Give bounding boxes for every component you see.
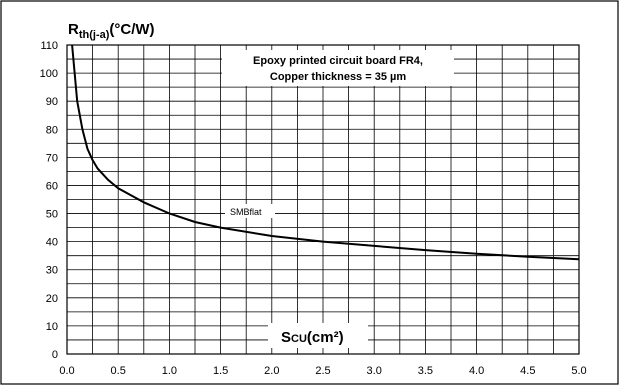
x-axis-label-unit: (cm²) [307,329,344,346]
y-axis-label-unit: (°C/W) [109,21,154,38]
x-tick-label: 5.0 [571,365,586,377]
x-axis-label: SCU(cm²) [281,329,344,346]
x-tick-label: 0.0 [59,365,74,377]
grid [67,45,579,354]
x-tick-label: 2.5 [315,365,330,377]
y-axis-label-main: R [68,21,79,38]
x-tick-label: 3.0 [367,365,382,377]
y-axis-label-subscript: th(j-a) [79,29,110,41]
x-tick-label: 3.5 [418,365,433,377]
plot-area-border [66,44,580,355]
y-tick-label: 30 [46,265,58,277]
x-tick-label: 4.5 [520,365,535,377]
y-tick-label: 110 [40,40,58,52]
x-axis-label-main: S [281,329,291,346]
x-tick-label: 0.5 [111,365,126,377]
x-tick-label: 1.5 [213,365,228,377]
y-tick-label: 50 [46,209,58,221]
x-tick-label: 2.0 [264,365,279,377]
x-axis-label-background [268,323,368,348]
y-tick-label: 0 [52,349,58,361]
y-tick-label: 80 [46,124,58,136]
series-line-smbflat [71,44,580,261]
x-axis-label-subscript: CU [291,333,307,345]
y-axis-ticks: 0 10 20 30 40 50 60 70 80 90 100 110 [40,40,58,361]
x-tick-label: 1.0 [162,365,177,377]
y-tick-label: 70 [46,152,58,164]
annotation-background [222,50,454,86]
x-tick-label: 4.0 [469,365,484,377]
annotation-line-2: Copper thickness = 35 µm [270,71,406,83]
y-axis-label-background [64,18,200,40]
y-tick-label: 20 [46,293,58,305]
annotation-line-1: Epoxy printed circuit board FR4, [253,55,423,67]
y-tick-label: 10 [46,321,58,333]
y-tick-label: 60 [46,180,58,192]
series-label: SMBflat [230,207,262,217]
y-tick-label: 100 [40,68,58,80]
series-label-background [225,204,275,218]
y-tick-label: 40 [46,237,58,249]
x-axis-ticks: 0.0 0.5 1.0 1.5 2.0 2.5 3.0 3.5 4.0 4.5 5.0 [59,365,586,377]
y-axis-label: Rth(j-a)(°C/W) [68,21,155,41]
y-tick-label: 90 [46,96,58,108]
